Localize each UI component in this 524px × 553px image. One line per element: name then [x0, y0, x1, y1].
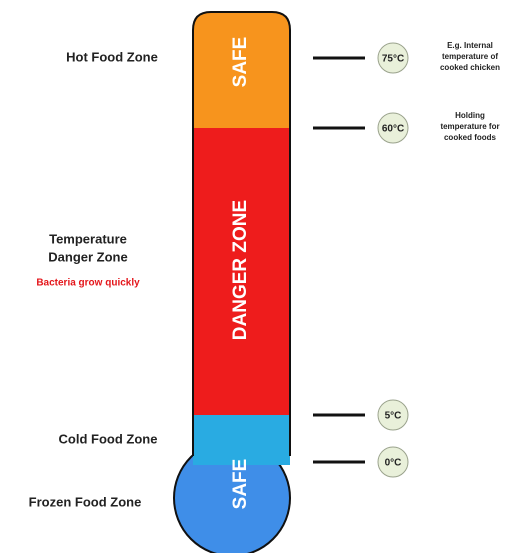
zone-label: Frozen Food Zone: [29, 494, 142, 509]
note-line: temperature for: [440, 122, 499, 131]
note-line: Holding: [455, 111, 485, 120]
danger-zone: [193, 128, 290, 415]
temp-label: 5°C: [385, 411, 402, 422]
temp-label: 0°C: [385, 458, 402, 469]
temp-badge: [377, 112, 409, 144]
tube-label: SAFE: [230, 37, 251, 88]
tube-label: SAFE: [230, 459, 251, 510]
temp-badge: [377, 446, 409, 478]
zone-sublabel: Bacteria grow quickly: [36, 278, 140, 289]
zone-label: Danger Zone: [48, 249, 127, 264]
tube-label: DANGER ZONE: [230, 200, 251, 340]
note-line: cooked chicken: [440, 63, 500, 72]
cold-zone: [193, 415, 290, 465]
zone-label: Temperature: [49, 231, 127, 246]
markers: 75°C E.g. Internal temperature of cooked ch…: [313, 41, 500, 478]
note-line: E.g. Internal: [447, 41, 493, 50]
tube-outline: [192, 11, 291, 456]
note-line: cooked foods: [444, 133, 497, 142]
temp-label: 75°C: [382, 54, 404, 65]
temp-label: 60°C: [382, 124, 404, 135]
zone-label: Cold Food Zone: [59, 431, 158, 446]
hot-zone: [193, 12, 290, 128]
temp-badge: [377, 42, 409, 74]
note-line: temperature of: [442, 52, 498, 61]
temp-badge: [377, 399, 409, 431]
zone-label: Hot Food Zone: [66, 49, 158, 64]
